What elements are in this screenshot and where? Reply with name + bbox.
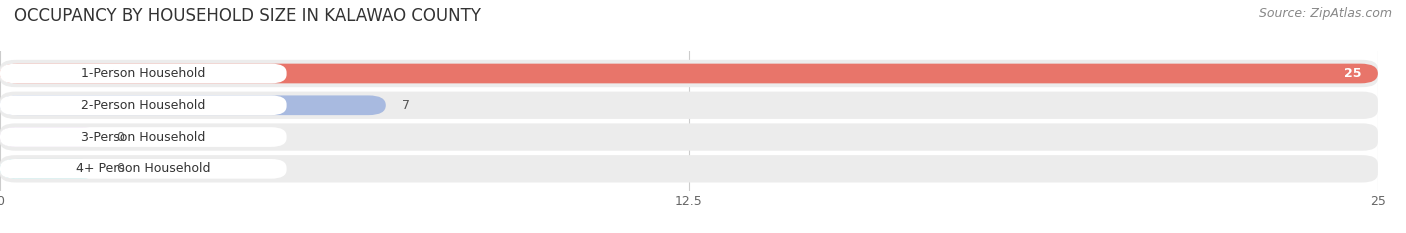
Text: 4+ Person Household: 4+ Person Household (76, 162, 211, 175)
Text: 3-Person Household: 3-Person Household (82, 130, 205, 144)
FancyBboxPatch shape (0, 159, 100, 179)
Text: 7: 7 (402, 99, 411, 112)
FancyBboxPatch shape (0, 96, 287, 115)
FancyBboxPatch shape (0, 155, 1378, 182)
FancyBboxPatch shape (0, 60, 1378, 87)
FancyBboxPatch shape (0, 96, 385, 115)
Text: 2-Person Household: 2-Person Household (82, 99, 205, 112)
FancyBboxPatch shape (0, 92, 1378, 119)
Text: 0: 0 (115, 130, 124, 144)
Text: 25: 25 (1344, 67, 1361, 80)
FancyBboxPatch shape (0, 127, 100, 147)
Text: 0: 0 (115, 162, 124, 175)
Text: OCCUPANCY BY HOUSEHOLD SIZE IN KALAWAO COUNTY: OCCUPANCY BY HOUSEHOLD SIZE IN KALAWAO C… (14, 7, 481, 25)
Text: Source: ZipAtlas.com: Source: ZipAtlas.com (1258, 7, 1392, 20)
FancyBboxPatch shape (0, 159, 287, 179)
FancyBboxPatch shape (0, 123, 1378, 151)
FancyBboxPatch shape (0, 64, 287, 83)
Text: 1-Person Household: 1-Person Household (82, 67, 205, 80)
FancyBboxPatch shape (0, 64, 1378, 83)
FancyBboxPatch shape (0, 127, 287, 147)
